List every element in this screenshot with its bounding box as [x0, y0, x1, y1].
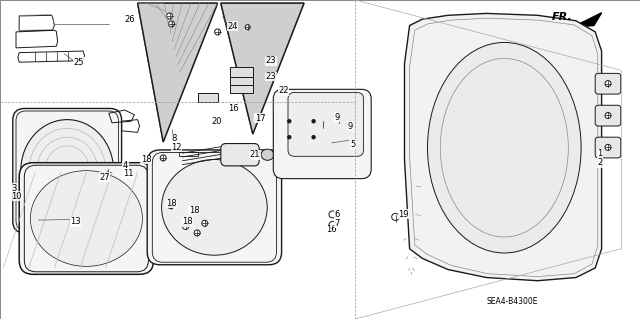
Text: 8: 8: [172, 134, 177, 143]
Text: 18: 18: [166, 199, 177, 208]
Ellipse shape: [329, 211, 337, 218]
FancyBboxPatch shape: [19, 163, 154, 274]
Text: 2: 2: [597, 158, 602, 167]
FancyBboxPatch shape: [595, 73, 621, 94]
FancyBboxPatch shape: [147, 150, 282, 265]
Polygon shape: [404, 13, 602, 281]
FancyBboxPatch shape: [288, 93, 364, 156]
Ellipse shape: [302, 111, 325, 131]
Text: 23: 23: [266, 72, 276, 81]
Text: 25: 25: [74, 58, 84, 67]
FancyBboxPatch shape: [595, 105, 621, 126]
Text: 3: 3: [12, 184, 17, 193]
Ellipse shape: [161, 160, 268, 255]
Ellipse shape: [182, 224, 189, 229]
Polygon shape: [138, 3, 218, 142]
Circle shape: [312, 120, 315, 123]
Polygon shape: [221, 3, 304, 134]
Ellipse shape: [605, 81, 611, 86]
Polygon shape: [138, 3, 218, 142]
Text: 22: 22: [278, 86, 289, 95]
Ellipse shape: [318, 120, 328, 129]
Ellipse shape: [227, 21, 232, 26]
Text: 9: 9: [348, 122, 353, 130]
Ellipse shape: [194, 230, 200, 236]
Text: 12: 12: [172, 143, 182, 152]
Polygon shape: [573, 13, 602, 27]
Ellipse shape: [329, 221, 337, 228]
Polygon shape: [230, 77, 253, 85]
FancyBboxPatch shape: [221, 144, 259, 166]
Ellipse shape: [31, 171, 143, 266]
Polygon shape: [221, 3, 304, 134]
Ellipse shape: [245, 25, 250, 30]
Text: 23: 23: [266, 56, 276, 65]
Ellipse shape: [428, 42, 581, 253]
Ellipse shape: [168, 21, 175, 27]
Text: 21: 21: [250, 150, 260, 159]
Circle shape: [288, 120, 291, 123]
Text: 20: 20: [211, 117, 221, 126]
FancyBboxPatch shape: [274, 110, 301, 120]
FancyBboxPatch shape: [273, 89, 371, 179]
Ellipse shape: [334, 115, 344, 124]
Text: 16: 16: [228, 104, 239, 113]
Ellipse shape: [302, 127, 325, 147]
Text: 16: 16: [326, 225, 337, 234]
Polygon shape: [198, 93, 218, 102]
Text: 6: 6: [335, 210, 340, 219]
Text: 11: 11: [123, 169, 133, 178]
Ellipse shape: [605, 145, 611, 150]
Text: 17: 17: [255, 114, 266, 122]
Ellipse shape: [261, 149, 274, 160]
Ellipse shape: [202, 220, 208, 226]
Ellipse shape: [104, 169, 111, 175]
Circle shape: [312, 136, 315, 139]
Polygon shape: [230, 67, 253, 77]
Text: 18: 18: [182, 217, 193, 226]
Text: 7: 7: [335, 219, 340, 228]
Text: 19: 19: [398, 210, 408, 219]
Circle shape: [288, 136, 291, 139]
Polygon shape: [230, 85, 253, 93]
Ellipse shape: [278, 111, 301, 131]
Text: 4: 4: [123, 161, 128, 170]
Ellipse shape: [160, 155, 166, 161]
FancyBboxPatch shape: [595, 137, 621, 158]
Ellipse shape: [346, 141, 355, 149]
Text: 1: 1: [597, 149, 602, 158]
Text: 24: 24: [227, 22, 237, 31]
Ellipse shape: [166, 13, 173, 19]
Ellipse shape: [214, 29, 221, 35]
Text: 9: 9: [334, 113, 339, 122]
Text: 27: 27: [99, 173, 110, 182]
Text: 18: 18: [141, 155, 152, 164]
Ellipse shape: [21, 120, 114, 222]
Text: 18: 18: [189, 206, 200, 215]
Text: 13: 13: [70, 217, 81, 226]
Ellipse shape: [278, 127, 301, 147]
FancyBboxPatch shape: [13, 108, 122, 233]
Text: FR.: FR.: [552, 11, 572, 22]
Ellipse shape: [605, 113, 611, 118]
Text: 5: 5: [351, 140, 356, 149]
Ellipse shape: [168, 203, 174, 209]
Text: 10: 10: [12, 192, 22, 201]
Text: 26: 26: [125, 15, 136, 24]
FancyBboxPatch shape: [274, 110, 351, 169]
Ellipse shape: [392, 213, 399, 220]
Text: SEA4-B4300E: SEA4-B4300E: [486, 297, 538, 306]
